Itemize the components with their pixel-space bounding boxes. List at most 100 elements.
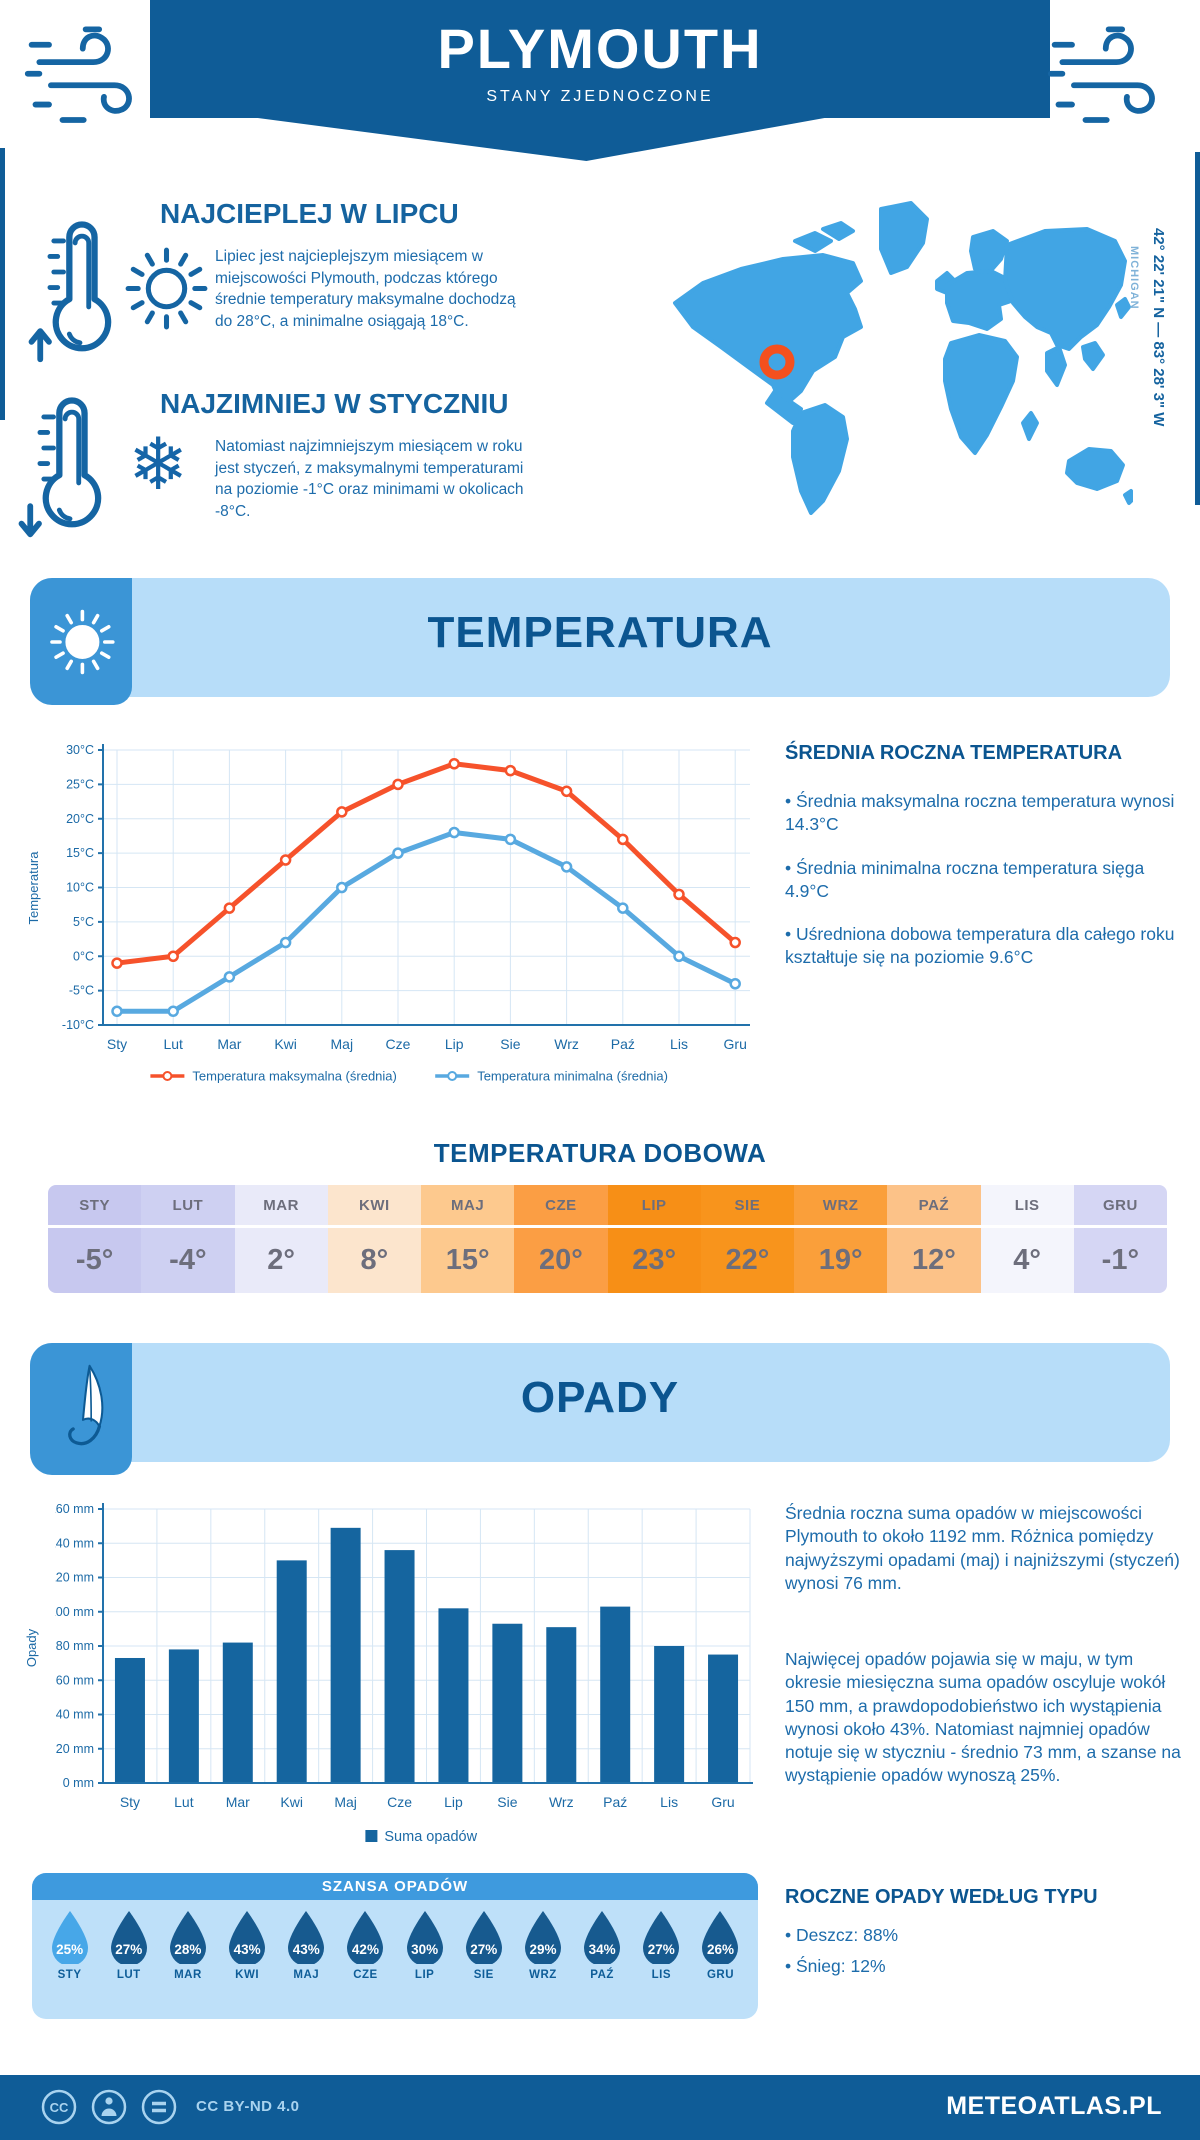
annual-temp-bullet: Średnia maksymalna roczna temperatura wy… xyxy=(785,790,1183,837)
chance-drop-cell: 43% MAJ xyxy=(277,1910,336,1981)
raindrop-icon: 27% xyxy=(109,1910,149,1964)
chance-month: LIS xyxy=(651,1969,671,1981)
chance-value: 43% xyxy=(292,1942,320,1957)
daily-table-column: CZE 20° xyxy=(514,1185,608,1293)
svg-text:Paź: Paź xyxy=(611,1036,635,1052)
raindrop-icon: 43% xyxy=(227,1910,267,1964)
daily-table-value: 2° xyxy=(267,1244,295,1276)
chance-value: 34% xyxy=(588,1942,616,1957)
svg-text:Lis: Lis xyxy=(670,1036,688,1052)
cold-section-text: Natomiast najzimniejszym miesiącem w rok… xyxy=(215,438,524,521)
svg-text:Sie: Sie xyxy=(500,1036,520,1052)
svg-text:-10°C: -10°C xyxy=(62,1018,94,1032)
chance-value: 25% xyxy=(56,1942,84,1957)
daily-table-month: GRU xyxy=(1073,1185,1167,1228)
daily-table-column: MAJ 15° xyxy=(421,1185,515,1293)
svg-text:160 mm: 160 mm xyxy=(55,1502,94,1516)
daily-table-column: GRU -1° xyxy=(1073,1185,1167,1293)
chance-value: 43% xyxy=(233,1942,261,1957)
license-label: CC BY-ND 4.0 xyxy=(196,2098,300,2115)
raindrop-icon: 27% xyxy=(641,1910,681,1964)
svg-text:-5°C: -5°C xyxy=(69,984,94,998)
chance-drop-cell: 29% WRZ xyxy=(513,1910,572,1981)
daily-table-month: MAJ xyxy=(421,1185,515,1228)
svg-text:120 mm: 120 mm xyxy=(55,1571,94,1585)
svg-text:40 mm: 40 mm xyxy=(56,1708,94,1722)
page-title: PLYMOUTH xyxy=(437,17,763,80)
chance-drop-cell: 27% LUT xyxy=(99,1910,158,1981)
svg-text:Mar: Mar xyxy=(226,1794,250,1810)
daily-table-column: STY -5° xyxy=(48,1185,142,1293)
svg-text:15°C: 15°C xyxy=(66,846,94,860)
chance-drop-cell: 27% SIE xyxy=(454,1910,513,1981)
daily-table-month: PAŹ xyxy=(887,1185,981,1228)
svg-text:Lis: Lis xyxy=(660,1794,678,1810)
warm-section-text: Lipiec jest najcieplejszym miesiącem w m… xyxy=(215,248,516,331)
daily-table-column: PAŹ 12° xyxy=(887,1185,981,1293)
daily-table-month: LIP xyxy=(607,1185,701,1228)
svg-text:Gru: Gru xyxy=(724,1036,747,1052)
daily-temperature-title: TEMPERATURA DOBOWA xyxy=(433,1138,767,1168)
thermometer-up-icon xyxy=(26,208,134,368)
chance-month: KWI xyxy=(235,1969,260,1981)
wind-icon xyxy=(22,12,157,147)
svg-text:Gru: Gru xyxy=(711,1794,734,1810)
daily-table-value: 4° xyxy=(1013,1244,1041,1276)
chance-month: GRU xyxy=(706,1969,734,1981)
annual-temperature-title: ŚREDNIA ROCZNA TEMPERATURA xyxy=(785,742,1123,764)
precipitation-chance-drops: 25% STY 27% LUT 28% MAR 43% KWI 43% MAJ 42% CZE 30% L… xyxy=(32,1900,758,1981)
header-ribbon xyxy=(150,0,1050,118)
daily-table-value: -1° xyxy=(1101,1244,1140,1276)
precipitation-band xyxy=(30,1343,1170,1462)
daily-table-month: STY xyxy=(48,1185,142,1228)
raindrop-icon: 29% xyxy=(523,1910,563,1964)
precipitation-type-title: ROCZNE OPADY WEDŁUG TYPU xyxy=(785,1886,1098,1908)
svg-text:25°C: 25°C xyxy=(66,777,94,791)
daily-table-value: 22° xyxy=(725,1244,770,1276)
chance-month: STY xyxy=(57,1969,82,1981)
chance-month: SIE xyxy=(473,1969,494,1981)
precipitation-text-2: Najwięcej opadów pojawia się w maju, w t… xyxy=(785,1649,1181,1786)
raindrop-icon: 25% xyxy=(50,1910,90,1964)
daily-temperature-table: STY -5° LUT -4° MAR 2° KWI 8° MAJ 15° CZE 20° LIP 23°… xyxy=(48,1185,1167,1293)
svg-text:10°C: 10°C xyxy=(66,881,94,895)
daily-table-value: 12° xyxy=(911,1244,956,1276)
svg-text:Lip: Lip xyxy=(445,1036,464,1052)
left-edge-line xyxy=(0,148,5,420)
raindrop-icon: 34% xyxy=(582,1910,622,1964)
daily-table-value: 20° xyxy=(538,1244,583,1276)
chance-drop-cell: 25% STY xyxy=(40,1910,99,1981)
chance-drop-cell: 43% KWI xyxy=(218,1910,277,1981)
precipitation-chart: 0 mm 20 mm 40 mm 60 mm 80 mm 100 mm 120 mm 140 … xyxy=(55,1495,775,1855)
right-edge-line xyxy=(1195,152,1200,505)
world-map xyxy=(655,185,1133,515)
annual-temp-bullet: Uśredniona dobowa temperatura dla całego… xyxy=(785,923,1183,970)
daily-table-column: LUT -4° xyxy=(141,1185,235,1293)
chance-month: MAJ xyxy=(293,1969,320,1981)
daily-table-month: LUT xyxy=(141,1185,235,1228)
brand-label: METEOATLAS.PL xyxy=(946,2092,1162,2120)
sun-icon xyxy=(118,238,214,334)
chance-value: 29% xyxy=(529,1942,557,1957)
daily-table-value: 23° xyxy=(632,1244,677,1276)
warm-section-title: NAJCIEPLEJ W LIPCU xyxy=(160,198,459,229)
snowflake-icon: ❄ xyxy=(128,422,189,506)
chance-value: 26% xyxy=(706,1942,734,1957)
raindrop-icon: 43% xyxy=(286,1910,326,1964)
chance-value: 42% xyxy=(351,1942,379,1957)
precipitation-chance-box: SZANSA OPADÓW 25% STY 27% LUT 28% MAR 43% KWI 43… xyxy=(32,1873,758,2019)
raindrop-icon: 27% xyxy=(464,1910,504,1964)
annual-temperature-bullets: Średnia maksymalna roczna temperatura wy… xyxy=(785,790,1183,990)
daily-table-value: 15° xyxy=(445,1244,490,1276)
chance-month: LIP xyxy=(414,1969,435,1981)
location-marker xyxy=(759,344,795,380)
umbrella-icon xyxy=(42,1356,124,1460)
temperature-band xyxy=(30,578,1170,697)
chance-drop-cell: 27% LIS xyxy=(632,1910,691,1981)
temperature-chart-ylabel: Temperatura xyxy=(26,851,41,925)
svg-text:Cze: Cze xyxy=(387,1794,412,1810)
svg-text:Sty: Sty xyxy=(120,1794,140,1810)
chance-month: PAŹ xyxy=(590,1969,614,1981)
precip-type-bullet: Śnieg: 12% xyxy=(785,1951,1183,1982)
